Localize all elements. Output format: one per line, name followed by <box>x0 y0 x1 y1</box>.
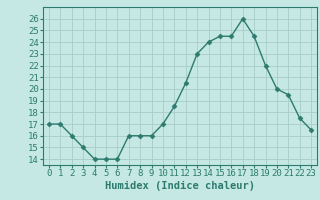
X-axis label: Humidex (Indice chaleur): Humidex (Indice chaleur) <box>105 181 255 191</box>
